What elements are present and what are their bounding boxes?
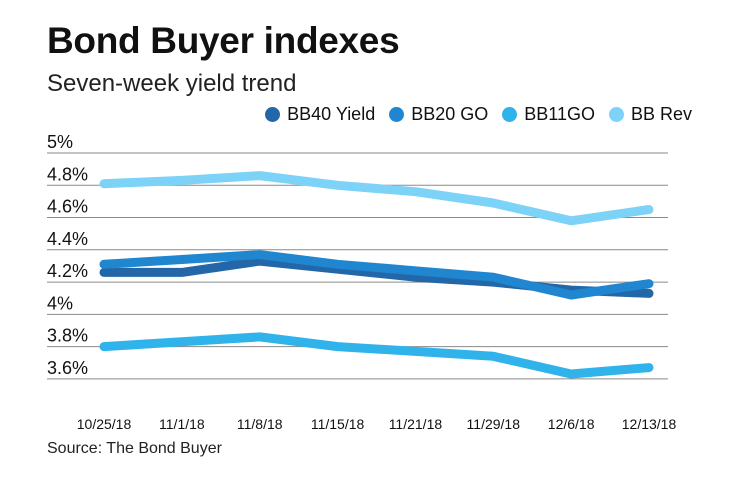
legend-swatch-bb20-go [389,107,405,122]
gridlines [47,152,668,380]
x-tick-label: 12/6/18 [548,416,595,432]
legend-label-bb20-go: BB20 GO [411,104,489,124]
x-tick-label: 11/8/18 [237,416,283,432]
series-line-bb20-go [99,250,654,300]
legend-item-bb40-yield: BB40 Yield [265,104,375,125]
x-axis-ticks: 10/25/18 11/1/18 11/8/18 11/15/18 11/21/18 11… [77,416,677,432]
x-tick-label: 11/29/18 [467,416,521,432]
y-tick-label: 4.4% [47,229,88,249]
legend-label-bb11go: BB11GO [524,104,595,124]
legend-swatch-bb11go [502,107,518,122]
legend-item-bb-rev: BB Rev [608,104,692,125]
series-lines [99,171,654,379]
y-tick-label: 4.8% [47,164,88,184]
chart-subtitle: Seven-week yield trend [47,70,297,97]
chart-title: Bond Buyer indexes [47,20,400,61]
legend-label-bb-rev: BB Rev [630,104,692,124]
x-tick-label: 11/21/18 [389,416,443,432]
y-axis-ticks: 3.6% 3.8% 4% 4.2% 4.4% 4.6% 4.8% 5% [47,132,88,378]
legend: BB40 Yield BB20 GO BB11GO BB Rev [265,104,692,125]
x-tick-label: 11/1/18 [159,416,205,432]
y-tick-label: 4.2% [47,261,88,281]
legend-swatch-bb40-yield [265,107,281,122]
legend-label-bb40-yield: BB40 Yield [287,104,376,124]
legend-swatch-bb-rev [608,107,624,122]
legend-item-bb11go: BB11GO [502,104,595,125]
source-note: Source: The Bond Buyer [47,440,222,457]
x-tick-label: 12/13/18 [622,416,677,432]
y-tick-label: 4% [47,293,73,313]
x-tick-label: 11/15/18 [311,416,365,432]
legend-item-bb20-go: BB20 GO [389,104,488,125]
series-line-bb11go [99,332,654,379]
series-line-bb-rev [99,171,654,226]
y-tick-label: 3.8% [47,326,88,346]
y-tick-label: 3.6% [47,358,88,378]
x-tick-label: 10/25/18 [77,416,132,432]
y-tick-label: 4.6% [47,197,88,217]
y-tick-label: 5% [47,132,73,152]
